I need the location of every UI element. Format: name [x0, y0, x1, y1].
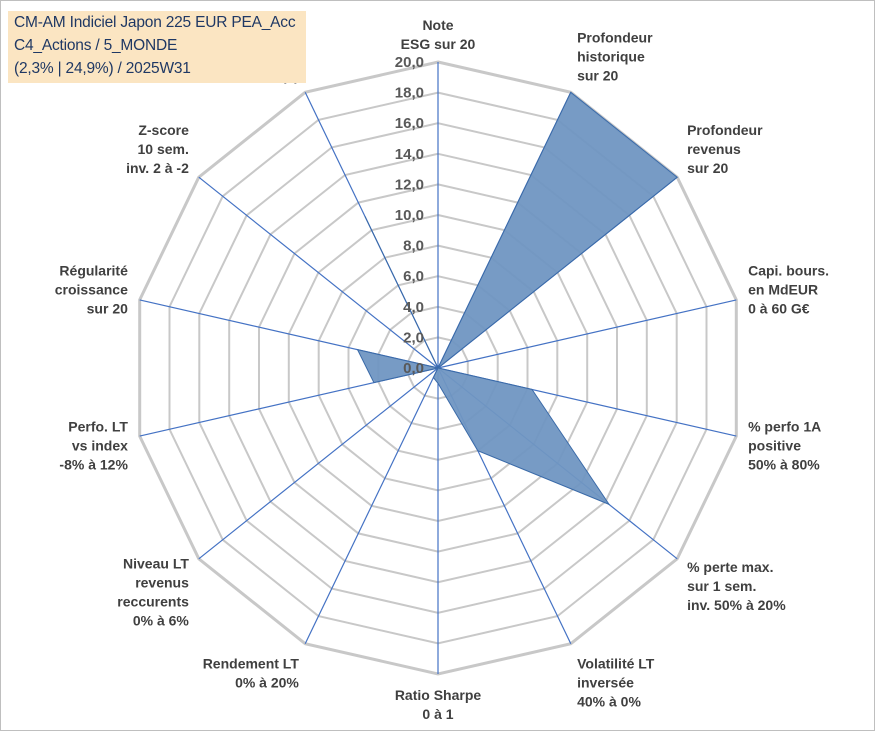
axis-label-11: Régularité croissance sur 20	[55, 263, 128, 317]
axis-label-7: Ratio Sharpe 0 à 1	[395, 687, 482, 722]
chart-title-line-3: (2,3% | 24,9%) / 2025W31	[14, 60, 191, 77]
radar-tick-labels: 0,0 2,0 4,0 6,0 8,0 10,0 12,0 14,0 16,0 18,0 20,0	[395, 54, 424, 377]
chart-title-box: CM-AM Indiciel Japon 225 EUR PEA_Acc C4_…	[8, 11, 306, 83]
tick-label-2: 4,0	[403, 299, 424, 316]
axis-spoke-12	[198, 176, 439, 369]
radar-series	[356, 91, 679, 506]
axis-label-0: Note ESG sur 20	[401, 17, 476, 52]
tick-label-5: 10,0	[395, 207, 424, 224]
series-area	[356, 91, 679, 506]
tick-label-6: 12,0	[395, 176, 424, 193]
radar-axis-labels: Note ESG sur 20 Profondeur historique sur 20…	[55, 17, 829, 722]
tick-label-10: 20,0	[395, 54, 424, 71]
axis-label-5: % perte max. sur 1 sem. inv. 50% à 20%	[687, 559, 786, 613]
tick-label-3: 6,0	[403, 268, 424, 285]
tick-label-4: 8,0	[403, 238, 424, 255]
tick-label-7: 14,0	[395, 146, 424, 163]
axis-label-12: Z-score 10 sem. inv. 2 à -2	[126, 122, 189, 176]
tick-label-1: 2,0	[403, 329, 424, 346]
chart-title-line-2: C4_Actions / 5_MONDE	[14, 37, 178, 54]
chart-title-line-1: CM-AM Indiciel Japon 225 EUR PEA_Acc	[14, 14, 296, 31]
tick-label-8: 16,0	[395, 115, 424, 132]
axis-spoke-9	[198, 367, 439, 560]
axis-label-9: Niveau LT revenus reccurents 0% à 6%	[117, 556, 189, 629]
tick-label-0: 0,0	[403, 360, 424, 377]
axis-label-10: Perfo. LT vs index -8% à 12%	[59, 419, 128, 473]
axis-label-2: Profondeur revenus sur 20	[687, 122, 763, 176]
axis-label-6: Volatilité LT inversée 40% à 0%	[577, 656, 655, 710]
axis-label-3: Capi. bours. en MdEUR 0 à 60 G€	[748, 263, 829, 317]
axis-spoke-8	[304, 367, 439, 644]
axis-label-1: Profondeur historique sur 20	[577, 29, 653, 83]
tick-label-9: 18,0	[395, 85, 424, 102]
axis-label-8: Rendement LT 0% à 20%	[203, 656, 300, 691]
axis-label-4: % perfo 1A positive 50% à 80%	[748, 419, 821, 473]
axis-spoke-3	[437, 299, 737, 369]
